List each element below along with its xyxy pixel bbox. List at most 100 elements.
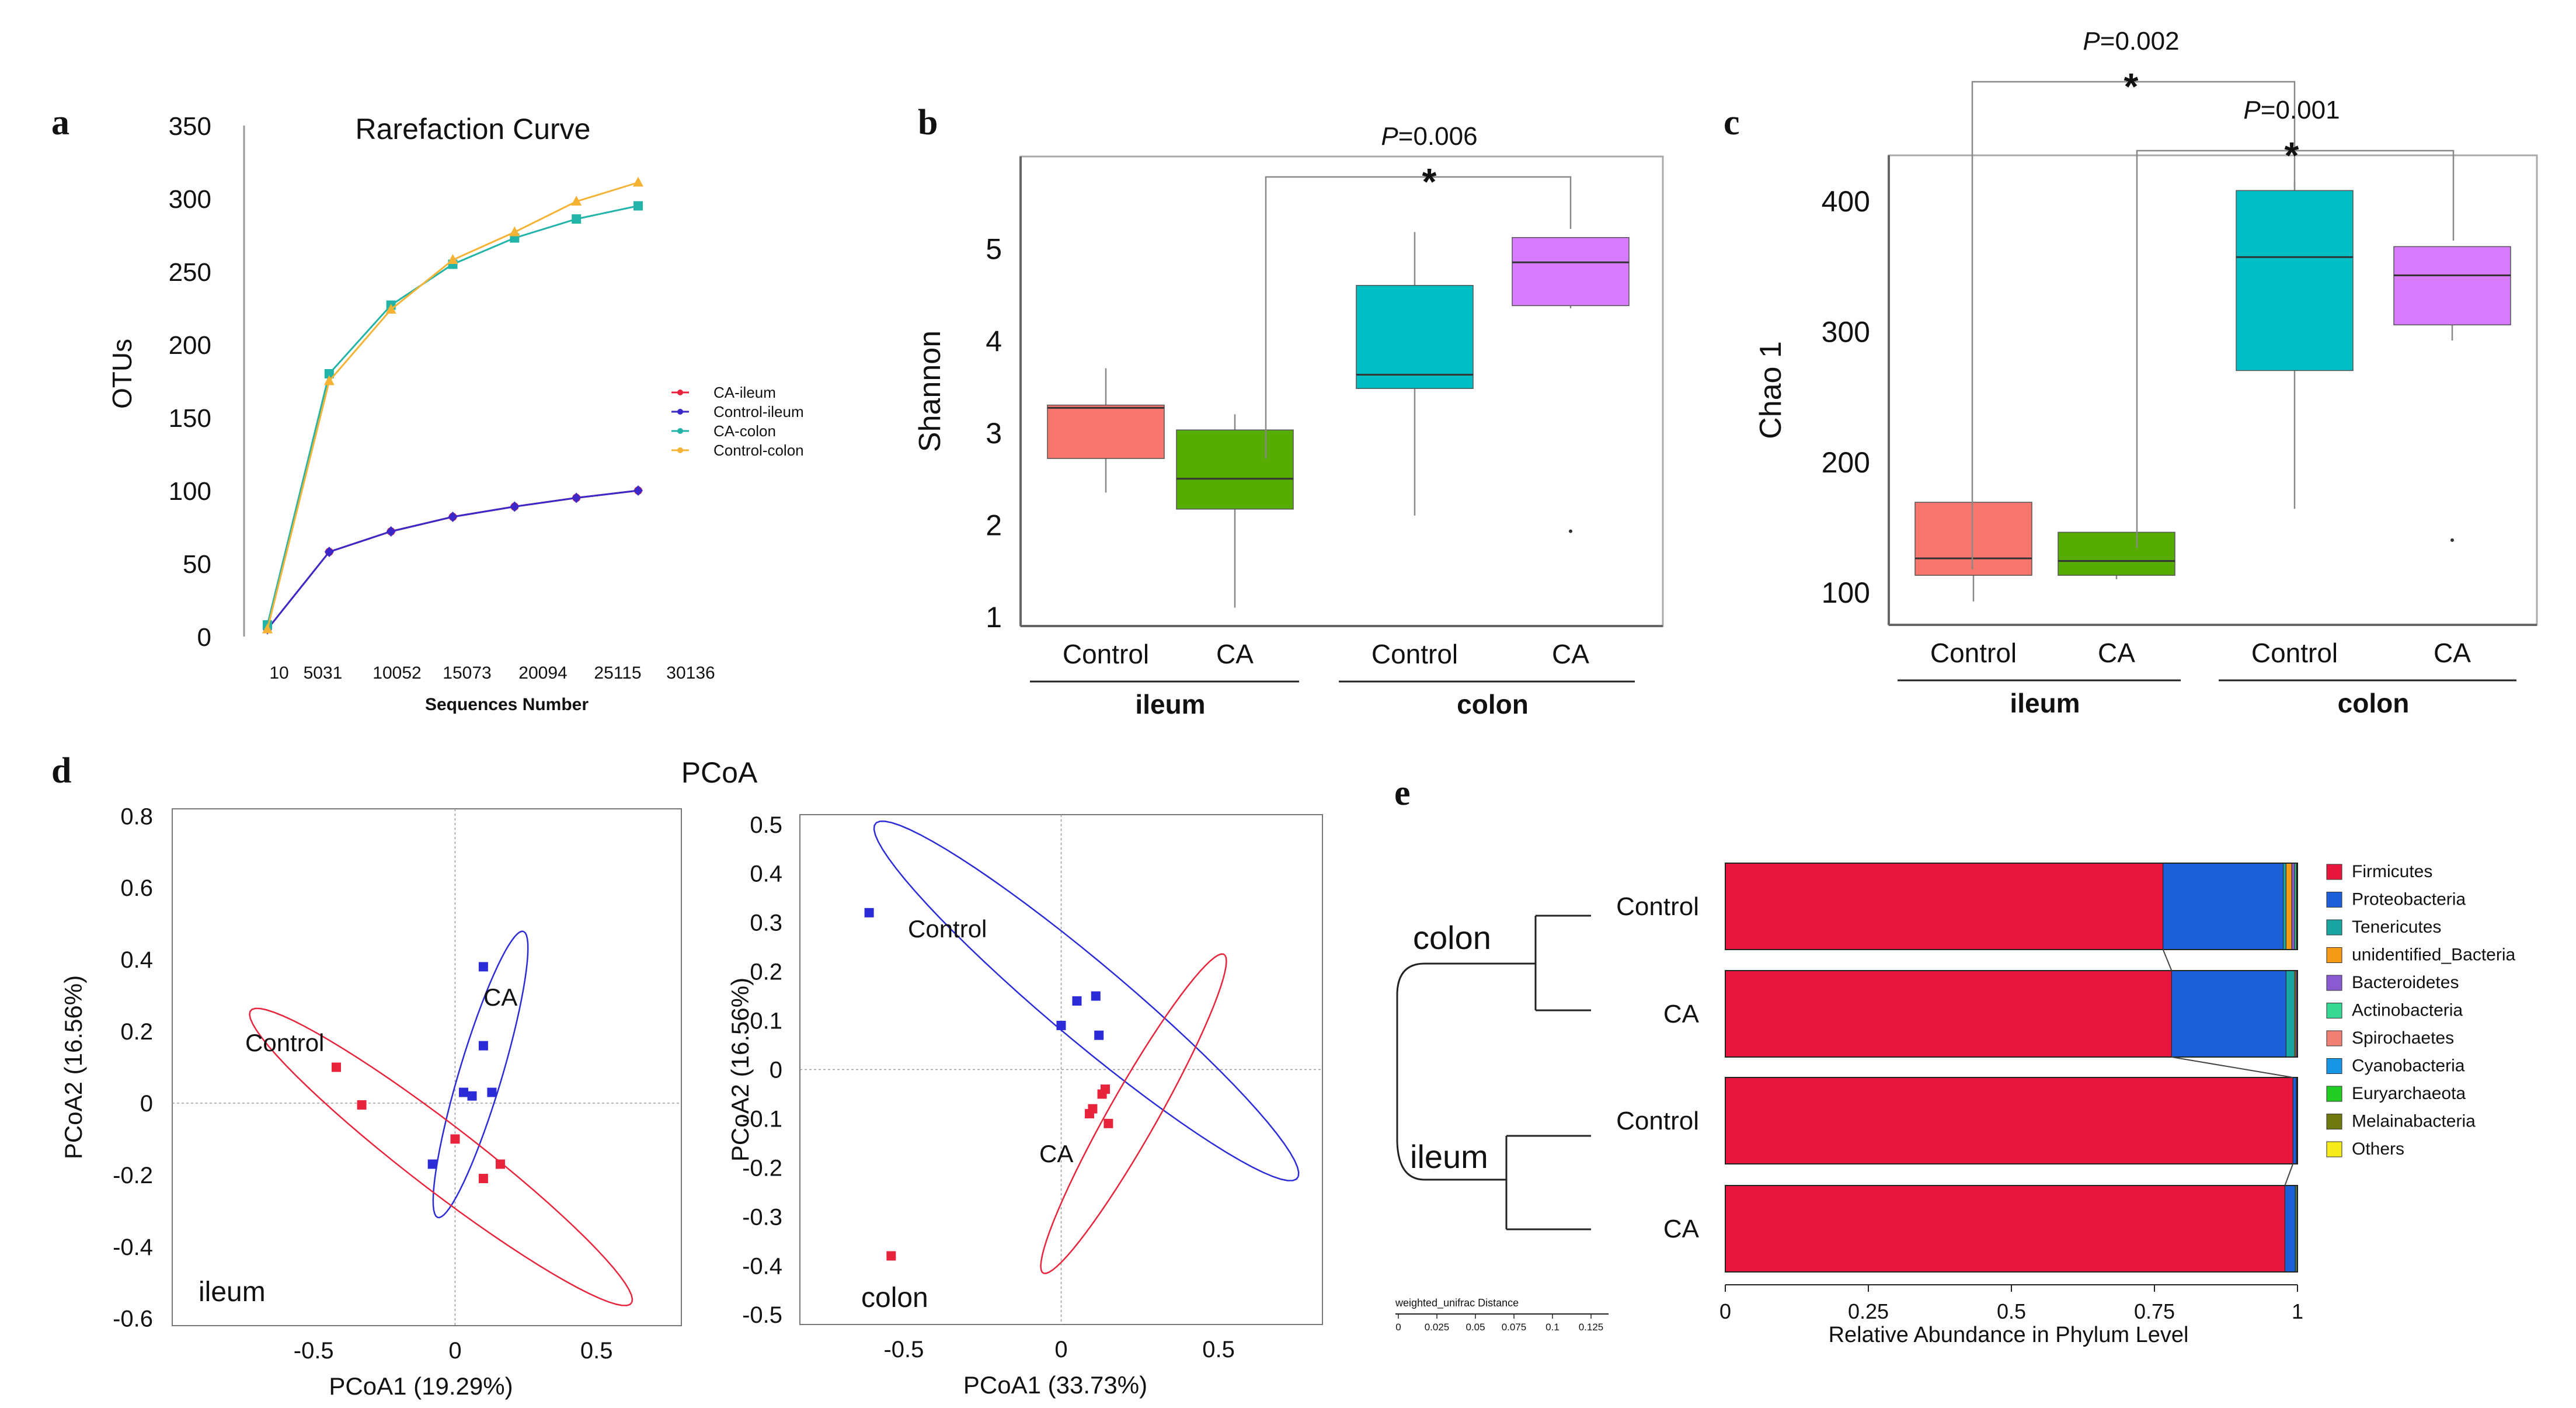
- legend-swatch-others: [2326, 1141, 2342, 1157]
- pcoa-ileum-point-control: [467, 1091, 477, 1101]
- point-control-colon: [447, 254, 458, 264]
- panel-a-rarefaction: a Rarefaction Curve 0 50 100 150 200 250 300 350 1…: [51, 103, 804, 714]
- pcoa-ileum-point-ca: [450, 1134, 460, 1144]
- pcoa-colon-y-tick-label: 0.4: [750, 861, 782, 887]
- y-tick-label: 400: [1822, 185, 1870, 218]
- point-control-ileum: [510, 501, 520, 512]
- pcoa-ileum-point-control: [478, 962, 488, 972]
- pcoa-colon-point-control: [1072, 996, 1082, 1006]
- pcoa-colon-y-tick-label: -0.5: [742, 1302, 782, 1328]
- boundary-connector: [2284, 1163, 2294, 1186]
- x-tick-label: 10: [269, 663, 288, 683]
- panel-c-chao1: c 100 200 300 400 Chao 1 Control CA Control CA ile…: [1724, 27, 2538, 718]
- cluster-label-ileum: ileum: [1410, 1138, 1488, 1175]
- pcoa-ileum-y-tick-label: -0.4: [113, 1235, 153, 1260]
- pcoa-colon-point-control: [1091, 991, 1101, 1001]
- pcoa-ileum-group-label: Control: [245, 1029, 324, 1056]
- plot-frame: [1019, 155, 1664, 627]
- y-tick-label: 300: [1822, 316, 1870, 349]
- box-colon-ca-outlier: [2450, 538, 2454, 542]
- point-control-colon: [385, 304, 396, 314]
- pcoa-ileum-point-ca: [331, 1062, 341, 1072]
- pcoa-colon-x-axis-label: PCoA1 (33.73%): [963, 1371, 1147, 1399]
- bar-ileum-control-segment-proteobacteria: [2292, 1077, 2297, 1164]
- panel-d-pcoa: d PCoA -0.6 -0.4 -0.2 0 0.2 0.4 0.6 0.8 -0.5 0 0.5 PC…: [51, 751, 1323, 1400]
- y-tick-label: 100: [169, 477, 211, 506]
- pcoa-colon-point-ca: [1100, 1084, 1110, 1094]
- x-tick-label: 10052: [373, 663, 421, 683]
- bar-ileum-ca-outline: [1725, 1185, 2298, 1273]
- panel-b-shannon: b 1 2 3 4 5 Shannon Control CA Control CA ileum colo…: [913, 103, 1664, 719]
- y-tick-label: 100: [1822, 576, 1870, 609]
- point-control-colon: [323, 375, 335, 385]
- box-colon-control: [2236, 190, 2354, 371]
- pcoa-ileum-x-axis-label: PCoA1 (19.29%): [329, 1372, 513, 1400]
- pcoa-colon-y-tick-label: -0.1: [742, 1106, 782, 1132]
- bar-ileum-control-outline: [1725, 1077, 2298, 1164]
- legend-label-melainabacteria: Melainabacteria: [2352, 1112, 2476, 1131]
- pcoa-colon-point-ca: [1088, 1104, 1098, 1114]
- chart-title: Rarefaction Curve: [356, 113, 591, 145]
- pcoa-colon-y-tick-label: 0.1: [750, 1009, 782, 1034]
- bar-ileum-ca-segment-proteobacteria: [2284, 1185, 2296, 1273]
- box-ileum-control: [1914, 502, 2032, 576]
- dendrogram-scale-label: weighted_unifrac Distance: [1395, 1297, 1519, 1309]
- pcoa-ileum-y-tick-label: 0.8: [120, 804, 153, 829]
- dendrogram-scale-tick-label: 0.025: [1425, 1322, 1450, 1333]
- dendrogram-scale-tick-label: 0: [1395, 1322, 1401, 1333]
- bar-colon-control-segment-bacteroidetes: [2291, 863, 2295, 950]
- x-tick-label: 20094: [518, 663, 567, 683]
- bar-ileum-control-segment-firmicutes: [1725, 1077, 2293, 1164]
- pcoa-ileum-ellipse-ca: [249, 1007, 633, 1306]
- pcoa-colon-ellipse-control: [873, 821, 1300, 1181]
- legend-label-firmicutes: Firmicutes: [2352, 862, 2432, 881]
- x-tick-label: Control: [1371, 639, 1458, 669]
- pcoa-ileum-x-tick-label: -0.5: [294, 1338, 334, 1364]
- boundary-connector: [2171, 1056, 2293, 1078]
- legend-label-others: Others: [2352, 1139, 2404, 1159]
- box-colon-ca: [2393, 246, 2511, 326]
- x-tick-label: CA: [2434, 638, 2471, 668]
- p-value-label: P=0.006: [1381, 122, 1477, 151]
- y-tick-label: 0: [197, 623, 211, 652]
- pcoa-colon-point-control: [864, 908, 874, 917]
- legend-label-actinobacteria: Actinobacteria: [2352, 1001, 2463, 1020]
- pcoa-colon-y-tick-label: 0.5: [750, 812, 782, 838]
- comparison-bracket: [1971, 81, 2296, 569]
- pcoa-colon-point-control: [1056, 1020, 1066, 1030]
- legend-swatch-unidentified-bacteria: [2326, 947, 2342, 963]
- pcoa-colon-y-tick-label: 0: [770, 1058, 782, 1083]
- box-ileum-control: [1047, 404, 1165, 459]
- pcoa-colon-x-tick-label: 0: [1054, 1337, 1067, 1362]
- legend-label-cyanobacteria: Cyanobacteria: [2352, 1056, 2465, 1076]
- pcoa-colon-x-tick-label: 0.5: [1202, 1337, 1235, 1362]
- panel-letter: e: [1394, 773, 1411, 813]
- legend-swatch-actinobacteria: [2326, 1003, 2342, 1018]
- y-tick-label: 200: [169, 331, 211, 360]
- bar-colon-ca-segment-tenericutes: [2285, 970, 2295, 1058]
- boundary-connector: [2162, 949, 2173, 971]
- pcoa-colon-name: colon: [861, 1282, 928, 1313]
- x-tick-label: 5031: [304, 663, 343, 683]
- y-tick-label: 4: [986, 325, 1002, 357]
- legend-marker-control-colon: [677, 447, 683, 453]
- pcoa-ileum-y-axis-label: PCoA2 (16.56%): [60, 975, 87, 1159]
- cluster-label-colon: colon: [1413, 919, 1491, 956]
- pcoa-ileum-x-tick-label: 0.5: [580, 1338, 613, 1364]
- significance-star: *: [2124, 65, 2139, 107]
- point-ca-colon: [324, 369, 334, 378]
- pcoa-colon-y-tick-label: -0.4: [742, 1253, 782, 1279]
- pcoa-colon-y-axis-label: PCoA2 (16.56%): [726, 978, 754, 1162]
- point-control-ileum: [572, 492, 582, 503]
- y-axis-label: Shannon: [913, 331, 947, 452]
- point-ca-colon: [633, 201, 643, 211]
- y-axis-label: OTUs: [107, 339, 137, 409]
- pcoa-colon-group-label: Control: [908, 915, 987, 943]
- pcoa-ileum-point-control: [427, 1159, 437, 1169]
- row-label-colon-ca: CA: [1663, 1000, 1700, 1028]
- legend-label-ca-ileum: CA-ileum: [713, 384, 776, 401]
- x-tick-label: 0: [1719, 1299, 1731, 1323]
- point-ca-colon: [572, 214, 582, 224]
- x-tick-label: 15073: [443, 663, 491, 683]
- legend-swatch-firmicutes: [2326, 864, 2342, 880]
